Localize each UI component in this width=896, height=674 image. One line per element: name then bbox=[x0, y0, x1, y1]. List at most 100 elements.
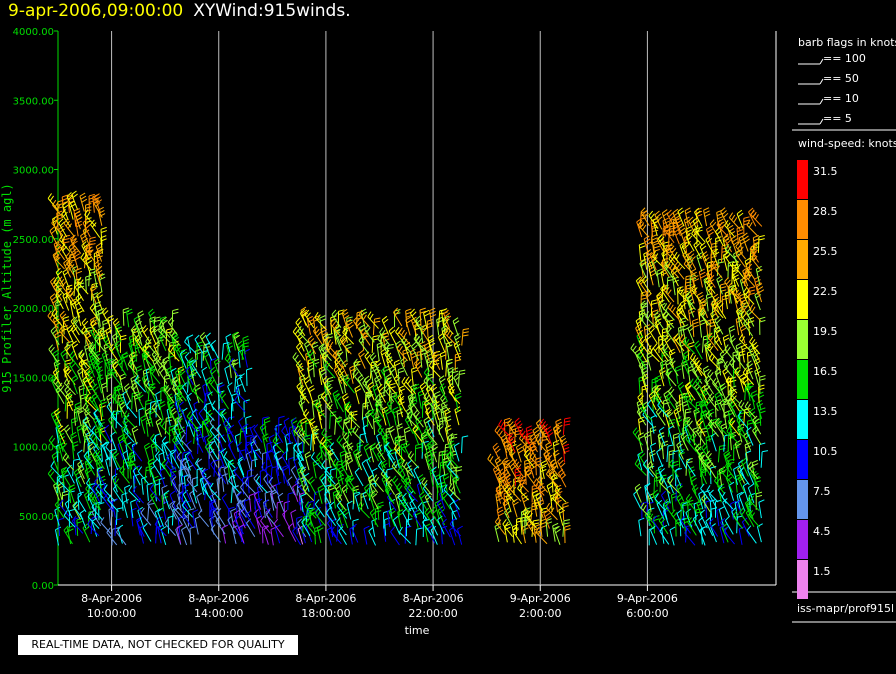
wind-barb-flag bbox=[669, 224, 676, 228]
wind-barb-flag bbox=[128, 351, 135, 357]
wind-barb-flag bbox=[90, 327, 96, 333]
wind-barb bbox=[669, 529, 675, 546]
wind-barb bbox=[299, 471, 311, 485]
wind-barb bbox=[640, 211, 650, 226]
wind-barb-flag bbox=[74, 407, 81, 411]
wind-barb-flag bbox=[421, 434, 428, 439]
wind-barb-flag bbox=[409, 393, 415, 399]
wind-barb-flag bbox=[487, 453, 492, 460]
wind-barb bbox=[173, 427, 182, 443]
wind-barb-flag bbox=[400, 329, 405, 336]
wind-barb-flag bbox=[404, 426, 410, 430]
wind-barb-flag bbox=[415, 512, 422, 516]
wind-barb bbox=[94, 429, 98, 446]
wind-barb-flag bbox=[63, 510, 68, 516]
wind-barb-flag bbox=[106, 393, 113, 398]
wind-barb-flag bbox=[84, 404, 89, 411]
wind-barb-flag bbox=[390, 510, 396, 515]
wind-barb-flag bbox=[509, 484, 515, 490]
wind-barb-flag bbox=[47, 310, 52, 317]
wind-barb-flag bbox=[182, 509, 187, 515]
wind-barb bbox=[91, 521, 98, 537]
wind-barb bbox=[243, 351, 248, 368]
wind-barb-flag bbox=[79, 279, 84, 285]
wind-barb bbox=[651, 311, 654, 328]
wind-barb-flag bbox=[136, 321, 142, 326]
wind-barb bbox=[210, 503, 214, 520]
wind-barb-flag bbox=[53, 240, 60, 245]
wind-barb-flag bbox=[278, 415, 285, 419]
wind-barb-flag bbox=[441, 385, 447, 391]
wind-barb bbox=[162, 388, 172, 403]
wind-barb-flag bbox=[233, 466, 239, 473]
wind-barb bbox=[103, 489, 116, 502]
wind-barb bbox=[324, 471, 336, 485]
wind-barb-flag bbox=[188, 508, 195, 511]
wind-barb-flag bbox=[176, 452, 182, 458]
wind-barb-flag bbox=[392, 391, 398, 397]
wind-barb bbox=[273, 455, 282, 471]
wind-barb bbox=[358, 353, 366, 369]
wind-barb bbox=[58, 222, 68, 238]
wind-barb-flag bbox=[548, 505, 553, 511]
wind-barb-flag bbox=[366, 327, 371, 333]
wind-barb bbox=[421, 482, 433, 496]
wind-barb-flag bbox=[524, 509, 529, 516]
wind-barb bbox=[284, 435, 289, 452]
wind-barb-flag bbox=[564, 423, 571, 426]
wind-barb-flag bbox=[246, 434, 253, 438]
wind-barb-flag bbox=[549, 459, 554, 465]
wind-barb bbox=[385, 446, 395, 461]
wind-barb bbox=[654, 498, 666, 512]
wind-barb-flag bbox=[413, 383, 420, 388]
wind-barb bbox=[345, 322, 353, 338]
wind-barb-flag bbox=[121, 433, 126, 440]
wind-barb-flag bbox=[439, 375, 445, 380]
wind-barb-flag bbox=[176, 500, 181, 507]
wind-barb-flag bbox=[164, 374, 171, 377]
wind-barb bbox=[333, 369, 343, 384]
wind-barb-flag bbox=[504, 484, 509, 490]
wind-barb-flag bbox=[664, 408, 671, 413]
wind-barb-flag bbox=[196, 458, 203, 463]
wind-barb-flag bbox=[66, 380, 71, 386]
wind-barb-flag bbox=[652, 515, 658, 521]
wind-barb-flag bbox=[356, 454, 363, 459]
wind-barb-flag bbox=[507, 433, 513, 439]
wind-barb-flag bbox=[382, 332, 389, 336]
wind-barb bbox=[263, 529, 269, 545]
wind-barb bbox=[661, 260, 665, 277]
wind-barb bbox=[297, 369, 304, 385]
wind-barb bbox=[88, 362, 96, 378]
wind-barb bbox=[535, 459, 537, 476]
wind-barb bbox=[89, 307, 101, 322]
wind-barb-flag bbox=[519, 485, 524, 492]
wind-barb-flag bbox=[77, 460, 83, 465]
wind-barb-flag bbox=[177, 396, 183, 400]
wind-barb-flag bbox=[104, 358, 111, 361]
wind-barb bbox=[636, 335, 644, 352]
wind-barb-flag bbox=[636, 486, 642, 492]
wind-barb bbox=[522, 512, 534, 526]
wind-barb bbox=[66, 468, 75, 484]
wind-barb bbox=[512, 501, 518, 518]
wind-barb-flag bbox=[178, 385, 183, 392]
wind-barb-flag bbox=[317, 524, 323, 528]
wind-barb bbox=[663, 315, 675, 329]
wind-barb bbox=[210, 510, 213, 527]
wind-barb-flag bbox=[326, 466, 333, 469]
wind-barb-flag bbox=[402, 477, 408, 483]
wind-barb bbox=[329, 446, 339, 461]
wind-barb-flag bbox=[514, 417, 520, 423]
wind-barb bbox=[130, 510, 134, 527]
wind-barb-flag bbox=[397, 509, 404, 513]
wind-barb bbox=[419, 309, 422, 327]
wind-barb-flag bbox=[169, 404, 175, 410]
wind-barb bbox=[186, 376, 194, 393]
wind-barb bbox=[85, 260, 92, 277]
wind-barb-flag bbox=[646, 511, 651, 517]
wind-barb bbox=[672, 338, 681, 353]
wind-barb-flag bbox=[98, 308, 104, 312]
wind-barb-flag bbox=[70, 431, 77, 436]
wind-barb-flag bbox=[550, 507, 555, 514]
